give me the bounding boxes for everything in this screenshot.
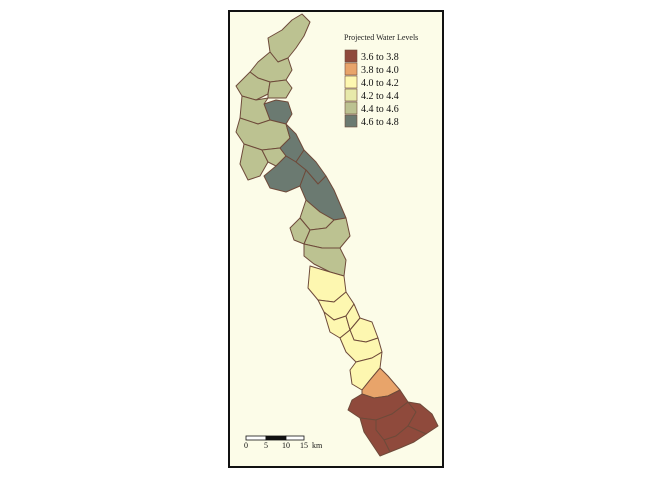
legend-label: 3.6 to 3.8 — [361, 52, 399, 63]
scale-tick-label: 0 — [244, 441, 248, 450]
legend-label: 4.4 to 4.6 — [361, 104, 399, 115]
scale-bar: 0 5 10 15 km — [244, 435, 323, 450]
region[interactable] — [383, 425, 427, 453]
legend-swatch — [344, 88, 358, 102]
legend-items: 3.6 to 3.8 3.8 to 4.0 4.0 to 4.2 4.2 to 4.4… — [344, 49, 399, 128]
legend-title: Projected Water Levels — [344, 33, 418, 42]
legend: Projected Water Levels 3.6 to 3.8 3.8 to … — [344, 33, 418, 128]
region[interactable] — [267, 13, 311, 63]
region[interactable] — [407, 401, 439, 435]
region[interactable] — [359, 417, 391, 457]
watershed-regions — [235, 13, 439, 457]
region[interactable] — [289, 217, 311, 245]
region[interactable] — [339, 329, 383, 363]
scale-tick-label: 10 — [282, 441, 290, 450]
region[interactable] — [267, 79, 293, 99]
legend-label: 4.2 to 4.4 — [361, 91, 399, 102]
scale-segment — [245, 435, 267, 441]
scale-segment — [265, 435, 287, 441]
legend-label: 4.6 to 4.8 — [361, 117, 399, 128]
legend-swatch — [344, 62, 358, 76]
legend-swatch — [344, 75, 358, 89]
legend-swatch — [344, 101, 358, 115]
scale-segment — [285, 435, 305, 441]
region[interactable] — [235, 71, 271, 101]
legend-label: 3.8 to 4.0 — [361, 65, 399, 76]
scale-tick-label: 5 — [264, 441, 268, 450]
legend-label: 4.0 to 4.2 — [361, 78, 399, 89]
legend-swatch — [344, 114, 358, 128]
legend-swatch — [344, 49, 358, 63]
scale-unit: km — [312, 441, 323, 450]
scale-tick-label: 15 — [300, 441, 308, 450]
